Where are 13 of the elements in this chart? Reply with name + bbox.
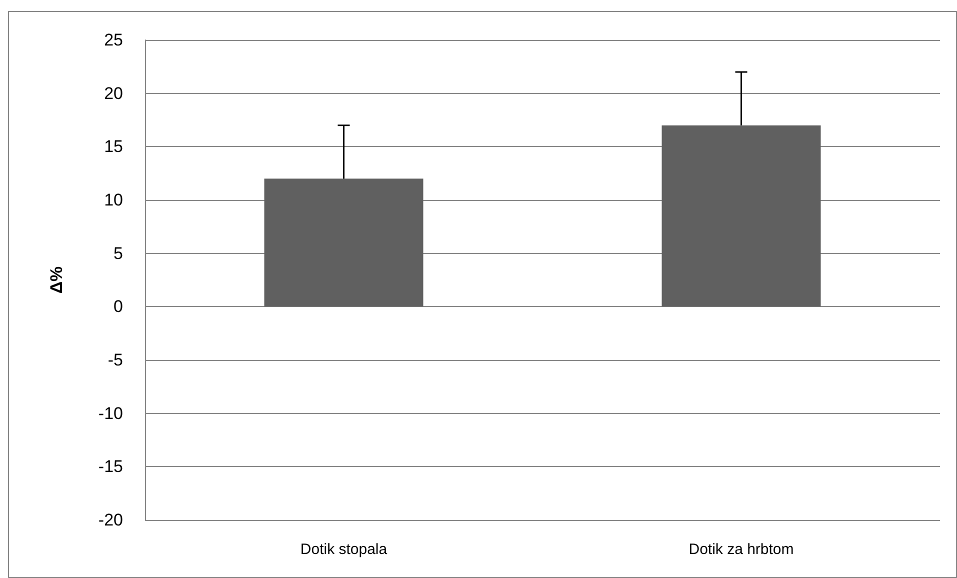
y-tick-label: -5 xyxy=(108,350,123,370)
y-tick-label: 10 xyxy=(104,190,123,210)
y-tick-label: 5 xyxy=(114,244,123,263)
y-tick-label: 0 xyxy=(114,297,123,316)
y-tick-label: -15 xyxy=(98,457,123,476)
y-tick-label: -20 xyxy=(98,510,123,530)
y-tick-label: -10 xyxy=(98,404,123,423)
y-tick-label: 15 xyxy=(104,137,123,156)
y-axis-title: Δ% xyxy=(47,266,66,294)
y-tick-label: 25 xyxy=(104,30,123,50)
x-tick-label: Dotik stopala xyxy=(300,541,388,558)
x-tick-label: Dotik za hrbtom xyxy=(688,541,794,558)
y-tick-label: 20 xyxy=(104,84,123,103)
